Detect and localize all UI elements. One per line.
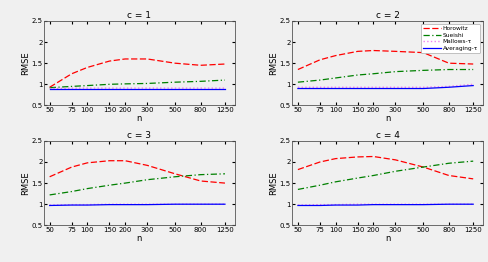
Title: c = 1: c = 1 [127, 11, 151, 20]
X-axis label: n: n [385, 114, 390, 123]
Y-axis label: RMSE: RMSE [21, 171, 30, 195]
Y-axis label: RMSE: RMSE [269, 51, 278, 75]
Y-axis label: RMSE: RMSE [21, 51, 30, 75]
Title: c = 3: c = 3 [127, 131, 151, 140]
Legend: Horowitz, Sueishi, Mallows-τ, Averaging-τ: Horowitz, Sueishi, Mallows-τ, Averaging-… [421, 24, 480, 53]
Title: c = 4: c = 4 [376, 131, 400, 140]
X-axis label: n: n [137, 114, 142, 123]
Y-axis label: RMSE: RMSE [269, 171, 278, 195]
X-axis label: n: n [385, 234, 390, 243]
X-axis label: n: n [137, 234, 142, 243]
Title: c = 2: c = 2 [376, 11, 400, 20]
